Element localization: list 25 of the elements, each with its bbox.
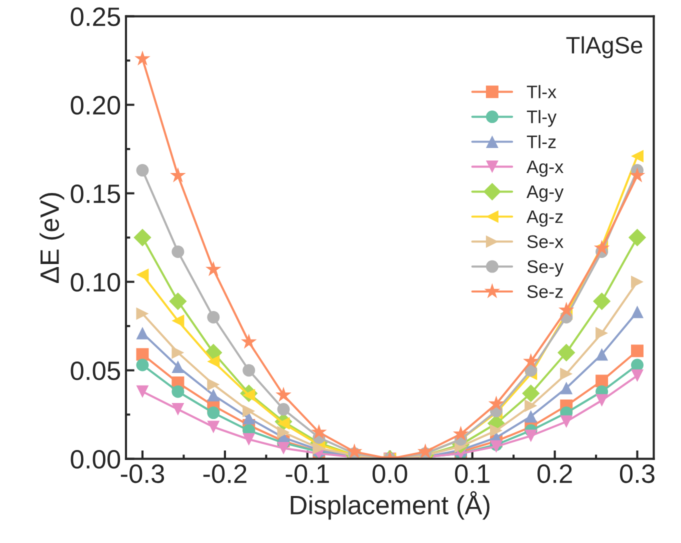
y-tick-label: 0.20 bbox=[70, 96, 120, 115]
y-tick-label: 0.10 bbox=[70, 272, 120, 292]
x-tick-label: -0.1 bbox=[286, 464, 329, 484]
legend-label: Tl-x bbox=[526, 85, 556, 98]
y-axis-title: ΔE (eV) bbox=[40, 192, 64, 283]
annotation: TlAgSe bbox=[566, 36, 642, 58]
x-tick-label: 0.2 bbox=[537, 464, 572, 484]
x-axis-title: Displacement (Å) bbox=[290, 491, 490, 520]
legend-label: Se-y bbox=[527, 260, 564, 277]
y-tick-label: 0.00 bbox=[70, 450, 120, 469]
legend-label: Ag-y bbox=[526, 186, 564, 202]
legend-label: Tl-y bbox=[526, 110, 557, 127]
y-tick-label: 0.05 bbox=[70, 361, 120, 380]
x-tick-label: 0.3 bbox=[620, 464, 654, 484]
x-tick-label: -0.3 bbox=[120, 464, 164, 484]
y-tick-label: 0.25 bbox=[70, 7, 120, 26]
legend-label: Tl-z bbox=[526, 134, 556, 148]
legend-label: Ag-x bbox=[526, 160, 564, 177]
x-tick-label: 0.0 bbox=[372, 464, 408, 484]
legend-label: Se-z bbox=[527, 285, 563, 298]
x-tick-label: -0.2 bbox=[203, 464, 246, 484]
legend-label: Ag-z bbox=[526, 210, 563, 227]
y-tick-label: 0.15 bbox=[70, 184, 120, 204]
x-tick-label: 0.1 bbox=[455, 464, 490, 484]
legend-label: Se-x bbox=[527, 235, 564, 248]
